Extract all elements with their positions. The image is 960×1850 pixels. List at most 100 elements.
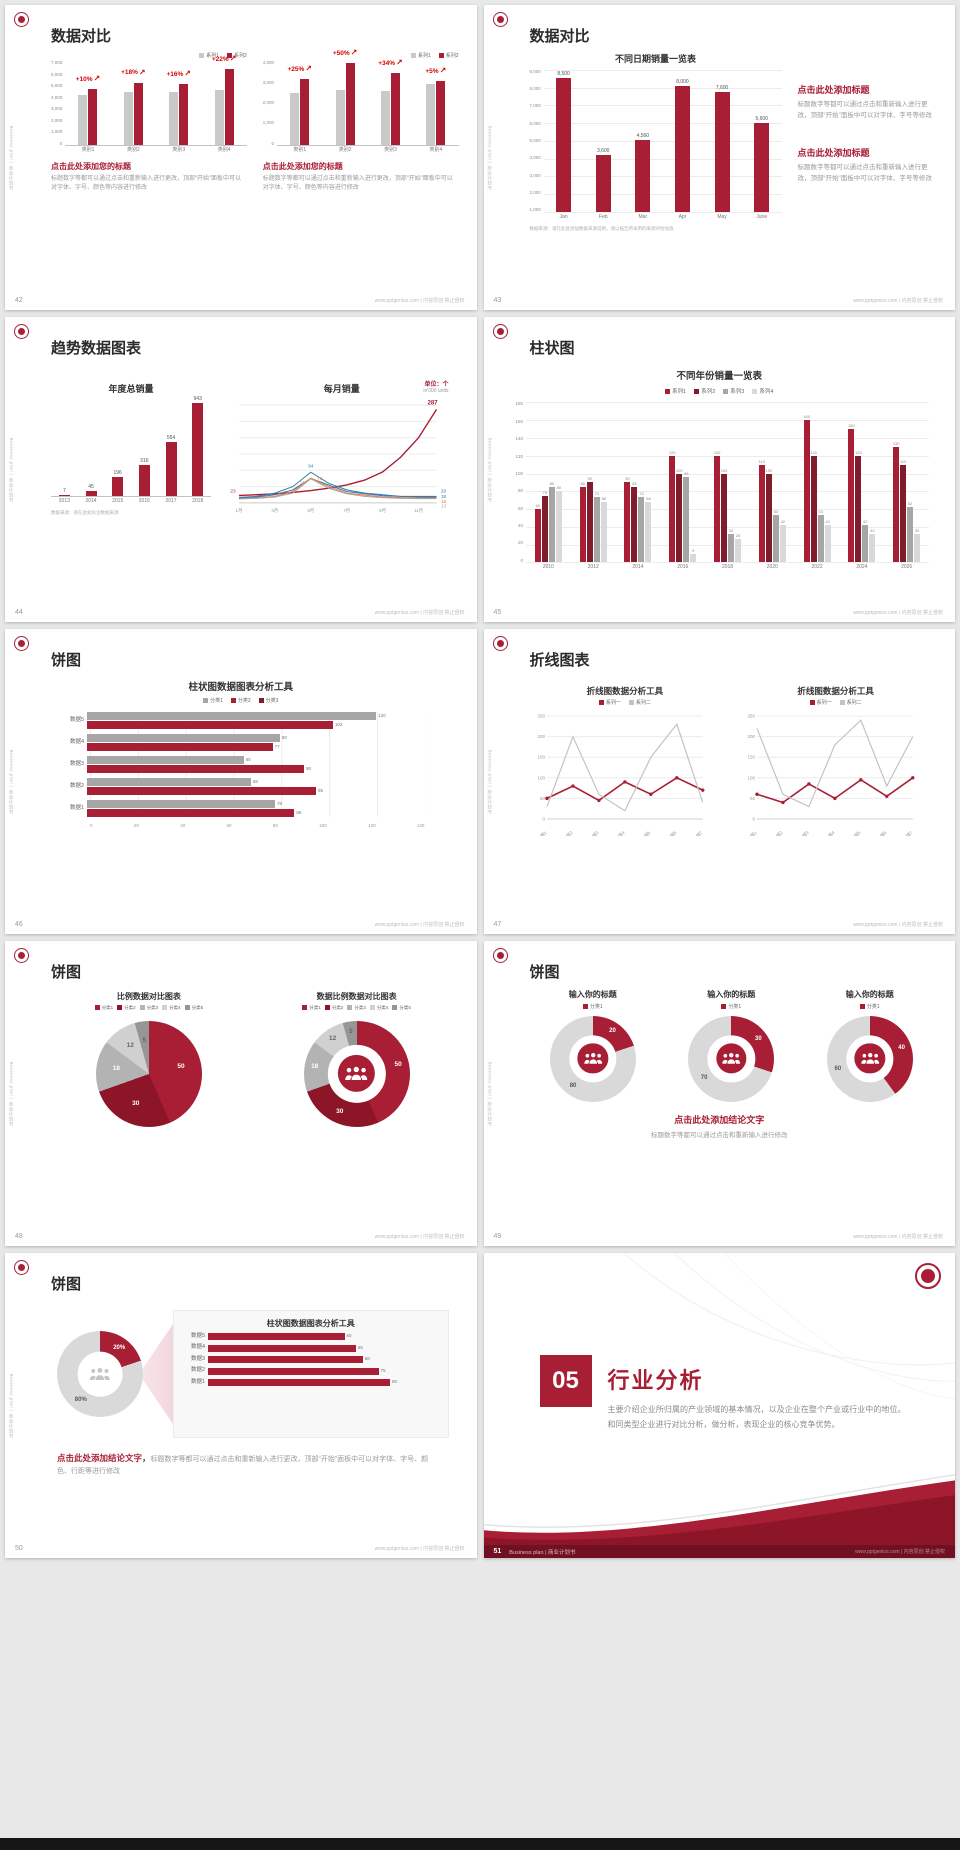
bar-group: +34% ↗ — [368, 59, 413, 145]
vertical-brand: Business plan | 商业计划书 — [9, 1061, 14, 1126]
vertical-brand: Business plan | 商业计划书 — [487, 1061, 493, 1126]
slice-label: 5 — [349, 1027, 353, 1035]
svg-text:13: 13 — [441, 503, 447, 509]
section-number: 05 — [539, 1355, 592, 1407]
bar: 68 — [600, 496, 607, 563]
slice-label: 50 — [394, 1060, 402, 1068]
page-number: 49 — [493, 1233, 502, 1240]
bar: 8,000 — [674, 79, 690, 212]
bar: 85 — [548, 481, 555, 563]
x-tick: Apr — [678, 213, 687, 220]
slide-50-donut-analysis[interactable]: Business plan | 商业计划书 饼图 20% 80% 柱状图数据图表分… — [5, 1253, 477, 1558]
bar-label: 316 — [140, 457, 149, 464]
bar: 85 — [631, 481, 638, 563]
bar: 32 — [728, 528, 735, 563]
arrow-up-right-icon: ↗ — [350, 48, 358, 58]
x-axis: 类别1 类别2 类别3 类别4 — [277, 146, 458, 153]
legend-label: 分类5 — [191, 1004, 204, 1010]
legend-item: 系列4 — [752, 387, 773, 395]
y-tick: 20 — [518, 540, 524, 546]
bar-wrap: 68 — [208, 1356, 436, 1364]
legend-label: 分类1 — [589, 1003, 603, 1010]
slide-49-donut-charts[interactable]: Business plan | 商业计划书 饼图 输入你的标题 分类1 20 80… — [483, 941, 955, 1246]
legend-swatch — [324, 1005, 330, 1011]
bar-group: 8,500 — [544, 70, 584, 212]
bar — [87, 787, 317, 796]
legend-swatch — [809, 700, 815, 706]
bar: 110 — [759, 459, 765, 563]
legend-label: 系列4 — [759, 389, 774, 396]
bar: 7,600 — [714, 85, 730, 212]
bar — [87, 756, 244, 765]
vertical-brand: Business plan | 商业计划书 — [9, 437, 14, 502]
x-tick: 2013 — [58, 497, 70, 504]
people-icon — [577, 1043, 608, 1074]
x-tick: May — [717, 213, 727, 220]
donut-hole — [707, 1034, 755, 1083]
bar-label: 42 — [863, 519, 868, 525]
bar-group: 150 120 42 32 — [839, 402, 884, 563]
bar: 110 — [900, 459, 906, 563]
block-title: 点击此处添加标题 — [797, 85, 870, 95]
bar-wrap: 86 — [87, 809, 425, 818]
bar-wrap: 90 — [87, 765, 425, 774]
vertical-brand: Business plan | 商业计划书 — [9, 749, 14, 814]
legend-swatch — [392, 1005, 398, 1011]
bar: 42 — [824, 520, 831, 563]
x-tick: 100 — [319, 823, 327, 829]
x-tick: 类别3 — [172, 147, 186, 153]
legend-swatch — [582, 1003, 588, 1009]
bar-group: 316 — [131, 398, 158, 496]
slide-47-line-charts[interactable]: Business plan | 商业计划书 折线图表 折线图数据分析工具 系列一… — [483, 629, 955, 934]
logo-icon — [915, 1263, 941, 1289]
slice-label: 80% — [74, 1397, 87, 1404]
grid-line — [543, 87, 782, 89]
x-tick: 2016 — [138, 497, 150, 504]
bar-group: +25% ↗ — [277, 61, 322, 145]
row-label: 数据5 — [190, 1332, 205, 1339]
block-body: 标题数字等都可以通过点击和重新输入进行更改，顶部“开始”面板中可以对字体、字号等… — [797, 100, 932, 119]
row-bars: 68 — [208, 1356, 436, 1364]
slide-43-data-comparison[interactable]: Business plan | 商业计划书 数据对比 不同日期销量一览表 9,0… — [483, 5, 955, 310]
people-icon — [337, 1054, 376, 1093]
y-axis: 180 160 140 120 100 80 60 40 20 0 — [516, 402, 527, 563]
x-axis: 0 20 40 60 80 100 120 140 — [90, 822, 425, 829]
slide-44-trend-charts[interactable]: Business plan | 商业计划书 趋势数据图表 单位：个 in'000… — [5, 317, 477, 622]
slide-51-section-industry-analysis[interactable]: 05 行业分析 主要介绍企业所归属的产业领域的基本情况，以及企业在整个产业或行业… — [483, 1253, 955, 1558]
legend-item: 分类1 — [302, 1005, 321, 1011]
bar-group: 160 120 53 42 — [795, 402, 840, 563]
y-tick: 60 — [518, 505, 524, 511]
bar: 130 — [893, 441, 900, 563]
row-label: 数据2 — [69, 783, 84, 790]
row-label: 数据4 — [69, 739, 84, 746]
annotation: +50% ↗ — [332, 48, 358, 58]
bar-value: 102 — [334, 722, 343, 728]
legend-label: 系列3 — [730, 389, 745, 396]
bar-label: 120 — [713, 449, 721, 455]
x-tick: 140 — [416, 823, 425, 829]
legend-swatch — [258, 698, 264, 704]
block-body: 标题数字等都可以通过点击和重新输入进行更改，顶部“开始”面板中可以对字体、字号、… — [262, 175, 453, 192]
svg-text:200: 200 — [748, 734, 756, 739]
slide-42-data-comparison[interactable]: Business plan | 商业计划书 数据对比 系列1 系列2 7,000 6… — [5, 5, 477, 310]
bar-row: 数据4 80 77 — [63, 734, 425, 752]
slide-45-column-chart[interactable]: Business plan | 商业计划书 柱状图 不同年份销量一览表 系列1 系… — [483, 317, 955, 622]
bar: 85 — [579, 481, 586, 563]
bar: 9 — [690, 549, 697, 563]
bar: 316 — [138, 458, 150, 496]
legend-label: 分类1 — [728, 1003, 742, 1010]
plot-area: 8,500 3,600 4,560 8,000 7,600 5,600 — [543, 69, 782, 213]
y-tick: 180 — [515, 401, 524, 407]
y-tick: 80 — [518, 488, 524, 494]
line-chart-panel: 折线图数据分析工具 系列一 系列二 250 200 150 100 50 0 数据1 数据2 数据… — [530, 686, 721, 836]
footer-site: www.pptgenius.com | 内容原创 禁止侵权 — [853, 610, 943, 616]
bar-value: 80 — [281, 735, 287, 741]
bar: 60 — [534, 504, 541, 563]
slide-46-bar-analysis[interactable]: Business plan | 商业计划书 饼图 柱状图数据图表分析工具 分类1… — [5, 629, 477, 934]
bar — [390, 73, 400, 145]
legend-label: 分类1 — [101, 1004, 114, 1010]
y-tick: 8,000 — [529, 86, 541, 92]
slide-48-pie-charts[interactable]: Business plan | 商业计划书 饼图 比例数据对比图表 分类1 分类2… — [5, 941, 477, 1246]
chart-legend: 分类1 — [530, 1003, 657, 1010]
unit-en: in'000 units — [423, 388, 449, 394]
